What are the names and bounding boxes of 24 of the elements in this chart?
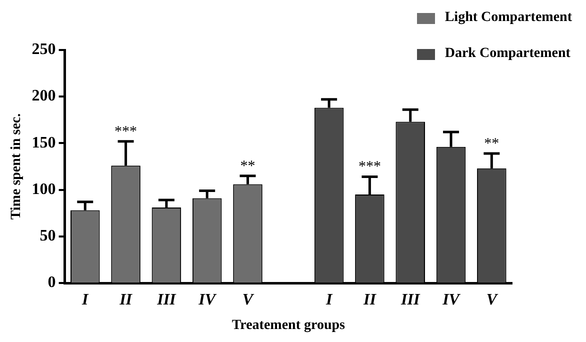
data-label: **	[240, 158, 256, 174]
legend-label: Light Compartement	[444, 10, 572, 26]
x-axis-title: Treatement groups	[232, 318, 346, 334]
x-tick-label: V	[486, 292, 498, 309]
x-tick-label: IV	[442, 292, 461, 309]
y-tick-label: 200	[32, 88, 56, 105]
legend-label: Dark Compartement	[444, 46, 570, 62]
data-label: ***	[358, 159, 381, 176]
x-tick-label: III	[156, 292, 177, 309]
x-tick-label: V	[242, 292, 254, 309]
x-tick-label: I	[324, 292, 333, 309]
y-tick-label: 150	[32, 134, 56, 152]
x-tick-label: II	[362, 292, 377, 309]
y-tick-label: 50	[40, 228, 56, 245]
data-label: **	[484, 136, 500, 152]
y-tick-label: 100	[32, 180, 56, 198]
x-tick-label: II	[118, 292, 133, 309]
data-label: ***	[114, 124, 138, 140]
x-tick-label: I	[81, 292, 90, 309]
x-tick-label: IV	[198, 292, 217, 309]
x-tick-label: III	[400, 292, 420, 309]
y-axis-title: Time spent in sec.	[9, 113, 24, 220]
y-tick-label: 0	[48, 274, 56, 292]
y-tick-label: 250	[32, 41, 56, 58]
